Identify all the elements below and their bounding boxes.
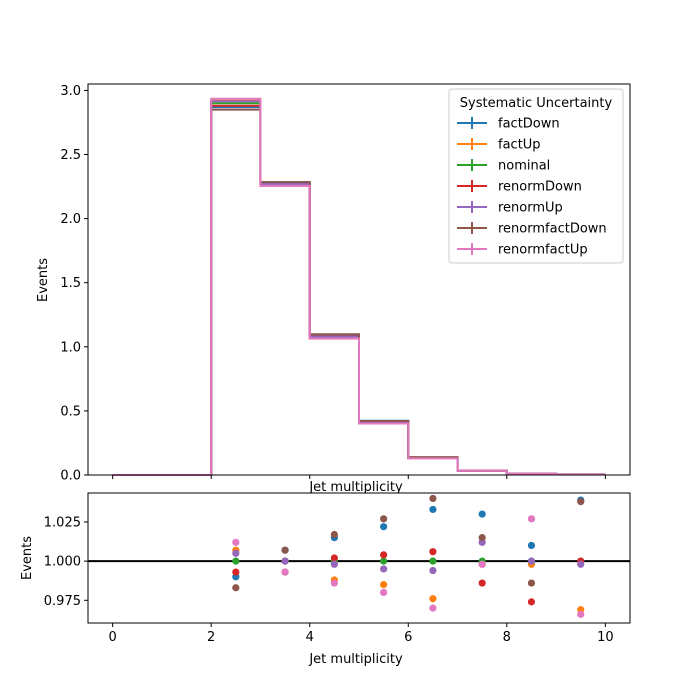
ratio-plot-area	[88, 493, 630, 623]
ratio-x-tick-label-10: 10	[597, 630, 614, 645]
ratio-point-renormup-7	[577, 560, 585, 568]
ratio-point-renormup-3	[380, 565, 388, 573]
legend-item-renormfactup: renormfactUp	[457, 243, 588, 258]
main-x-ticks	[112, 475, 606, 479]
main-y-tick-label-5: 2.5	[60, 148, 81, 163]
ratio-point-renormfactup-6	[527, 515, 536, 523]
main-y-tick-label-0: 0.0	[60, 469, 81, 484]
ratio-x-ticks: 0 2 4 6 8 10	[108, 623, 614, 645]
ratio-point-renormdown-4	[429, 548, 437, 556]
ratio-point-factup-3	[380, 581, 388, 589]
ratio-x-tick-label-2: 2	[207, 630, 215, 645]
ratio-point-nominal-0	[232, 557, 240, 565]
ratio-point-renormdown-2	[330, 554, 338, 562]
ratio-points	[232, 494, 585, 618]
legend-label-factdown: factDown	[498, 117, 560, 132]
legend-item-factup: factUp	[457, 138, 541, 153]
ratio-point-renormfactdown-1	[281, 546, 289, 554]
ratio-point-renormfactup-1	[281, 568, 289, 576]
ratio-series-renormfactdown	[232, 494, 585, 592]
ratio-x-tick-label-6: 6	[404, 630, 412, 645]
legend-items: factDown factUp nominal renormDown renormUp r…	[457, 117, 607, 258]
legend-label-renormdown: renormDown	[498, 180, 582, 195]
legend-title: Systematic Uncertainty	[460, 96, 613, 111]
ratio-point-renormdown-6	[527, 598, 536, 606]
main-plot-frame	[87, 83, 631, 476]
main-y-tick-label-3: 1.5	[60, 276, 81, 291]
ratio-point-renormdown-0	[232, 568, 240, 576]
main-y-tick-label-4: 2.0	[60, 212, 81, 227]
ratio-point-renormfactup-2	[330, 579, 338, 587]
ratio-point-renormfactdown-2	[330, 530, 338, 539]
ratio-point-renormfactdown-3	[380, 515, 388, 523]
legend-label-factup: factUp	[498, 138, 541, 153]
ratio-y-tick-label-0: 0.975	[44, 594, 81, 609]
main-y-tick-label-6: 3.0	[60, 84, 81, 99]
ratio-point-renormfactup-5	[478, 560, 486, 568]
main-y-axis-label: Events	[36, 258, 51, 302]
legend-label-renormfactdown: renormfactDown	[498, 222, 607, 237]
main-y-tick-label-2: 1.0	[60, 340, 81, 355]
ratio-x-axis-label: Jet multiplicity	[308, 652, 403, 667]
ratio-point-nominal-4	[429, 557, 437, 565]
legend-item-renormfactdown: renormfactDown	[457, 222, 607, 237]
legend-label-renormup: renormUp	[498, 201, 563, 216]
ratio-x-tick-label-8: 8	[503, 630, 511, 645]
legend-item-nominal: nominal	[457, 159, 550, 174]
ratio-point-factdown-4	[429, 505, 437, 514]
ratio-point-renormfactup-7	[577, 610, 585, 618]
main-histogram-series	[112, 97, 606, 476]
ratio-point-renormdown-5	[478, 579, 486, 587]
ratio-point-renormfactdown-0	[232, 584, 240, 592]
ratio-y-ticks: 0.975 1.000 1.025	[44, 515, 88, 609]
ratio-point-renormup-6	[527, 557, 536, 565]
ratio-y-axis-label: Events	[20, 536, 35, 580]
ratio-point-renormfactdown-6	[527, 579, 536, 587]
ratio-point-renormdown-3	[380, 551, 388, 559]
legend-item-factdown: factDown	[457, 117, 560, 132]
ratio-point-renormup-1	[281, 557, 289, 565]
legend: Systematic Uncertainty factDown factUp nom…	[448, 88, 624, 264]
ratio-point-factup-4	[429, 595, 437, 603]
ratio-y-tick-label-1: 1.000	[44, 555, 81, 570]
ratio-point-factdown-3	[380, 523, 388, 531]
histogram-line-renormfactup	[112, 97, 606, 476]
legend-item-renormdown: renormDown	[457, 180, 582, 195]
main-y-tick-label-1: 0.5	[60, 404, 81, 419]
ratio-point-renormup-4	[429, 566, 437, 575]
legend-item-renormup: renormUp	[457, 201, 563, 216]
ratio-point-renormfactdown-4	[429, 494, 437, 503]
ratio-y-tick-label-2: 1.025	[44, 515, 81, 530]
legend-frame	[448, 88, 624, 264]
main-x-axis-label: Jet multiplicity	[308, 480, 403, 495]
ratio-x-tick-label-4: 4	[306, 630, 314, 645]
ratio-plot-frame	[87, 492, 631, 624]
ratio-panel: 0 2 4 6 8 10 0.975 1.000 1.025 Jet multiplicity…	[20, 492, 631, 667]
ratio-point-renormfactdown-7	[577, 498, 585, 506]
ratio-point-renormup-0	[232, 549, 240, 557]
ratio-point-renormfactdown-5	[478, 534, 486, 542]
legend-label-renormfactup: renormfactUp	[498, 243, 588, 258]
ratio-x-tick-label-0: 0	[108, 630, 116, 645]
ratio-point-renormfactup-0	[232, 538, 240, 546]
ratio-series-renormfactup	[232, 515, 585, 618]
main-histogram-panel: 0.0 0.5 1.0 1.5 2.0 2.5 3.0 Jet multiplicity E…	[36, 83, 631, 495]
ratio-point-renormup-2	[330, 560, 338, 568]
ratio-point-renormfactup-3	[380, 588, 388, 597]
legend-label-nominal: nominal	[498, 159, 550, 174]
ratio-point-nominal-3	[380, 557, 388, 565]
main-y-ticks: 0.0 0.5 1.0 1.5 2.0 2.5 3.0	[60, 84, 88, 484]
ratio-point-factdown-6	[527, 541, 536, 550]
ratio-point-renormfactup-4	[429, 604, 437, 612]
ratio-point-factdown-5	[478, 510, 486, 518]
